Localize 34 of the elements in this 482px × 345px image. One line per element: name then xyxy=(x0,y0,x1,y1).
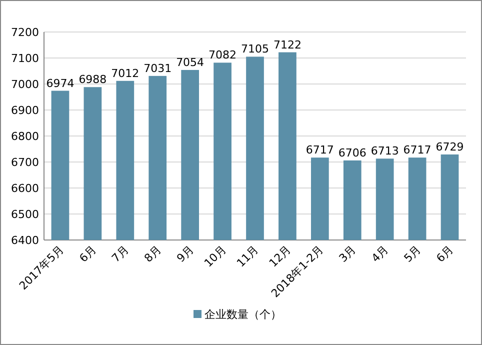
y-tick-label: 6700 xyxy=(11,156,39,169)
x-tick-label: 3月 xyxy=(336,242,359,265)
data-label: 6706 xyxy=(338,146,366,160)
data-label: 7012 xyxy=(111,66,140,80)
data-label: 6717 xyxy=(403,144,432,157)
data-label: 7122 xyxy=(273,38,302,52)
y-tick-label: 7200 xyxy=(11,26,39,39)
data-label: 7054 xyxy=(176,56,204,69)
data-label: 6717 xyxy=(306,144,334,157)
data-label: 6713 xyxy=(370,144,399,158)
legend-label: 企业数量（个） xyxy=(204,308,282,321)
data-label: 7105 xyxy=(241,42,269,56)
y-tick-label: 6800 xyxy=(11,130,39,143)
data-label: 6988 xyxy=(78,73,107,86)
x-tick-label: 12月 xyxy=(266,242,294,270)
x-tick-label: 11月 xyxy=(234,242,262,270)
x-tick-label: 7月 xyxy=(109,242,132,265)
x-tick-label: 8月 xyxy=(142,242,164,265)
x-tick-label: 5月 xyxy=(402,242,424,265)
y-tick-label: 6600 xyxy=(11,182,39,195)
y-tick-label: 7100 xyxy=(11,52,39,65)
data-label: 6974 xyxy=(46,76,74,90)
x-tick-label: 10月 xyxy=(202,242,229,270)
data-label: 6729 xyxy=(436,140,464,154)
data-label: 7031 xyxy=(144,62,172,75)
x-tick-label: 4月 xyxy=(369,242,391,265)
y-tick-label: 6400 xyxy=(11,234,39,247)
x-tick-label: 6月 xyxy=(434,242,456,265)
x-tick-label: 9月 xyxy=(174,242,196,265)
x-tick-label: 6月 xyxy=(76,242,99,265)
y-tick-label: 6500 xyxy=(11,208,39,221)
data-label: 7082 xyxy=(208,48,237,62)
y-tick-label: 6900 xyxy=(11,104,39,117)
y-tick-label: 7000 xyxy=(11,78,39,91)
